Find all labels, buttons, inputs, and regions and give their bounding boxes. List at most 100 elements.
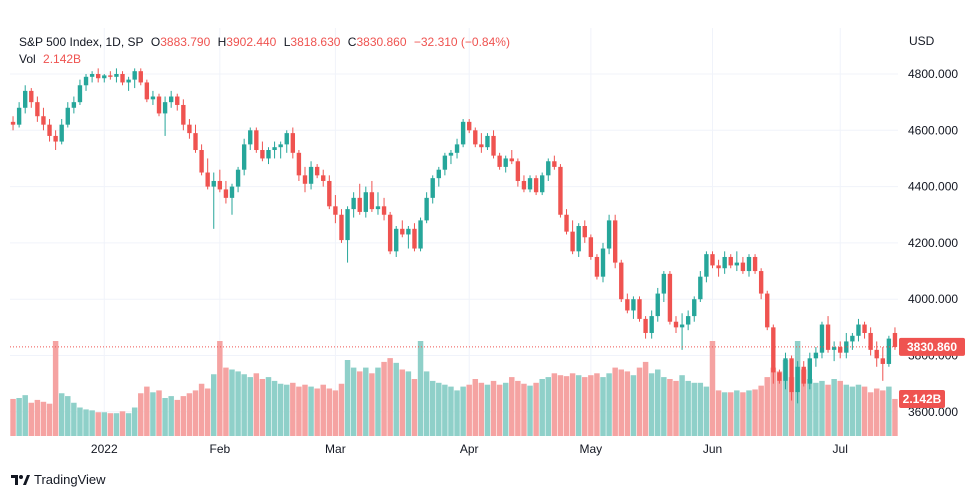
candle-body [35,102,40,117]
candle-body [467,121,472,131]
candle-body [540,175,545,193]
candle-body [655,293,660,317]
candle-body [272,147,277,151]
x-axis[interactable]: 2022 Feb Mar Apr May Jun Jul [91,442,848,456]
volume-bar [22,395,28,436]
volume-bar [314,388,320,436]
volume-bar [95,412,101,436]
volume-label: Vol [19,52,36,66]
y-tick-label: 4600.000 [908,123,958,137]
candle-body [199,150,204,173]
candle-body [625,299,630,311]
low-label: L [283,35,291,49]
candle-body [235,169,241,187]
candle-body [448,152,454,156]
volume-bar [119,411,126,436]
volume-bar [338,383,345,436]
candle-body [704,254,709,277]
volume-bar [454,390,460,436]
candle-body [412,228,417,249]
candle-body [746,256,752,272]
volume-bar [831,379,837,436]
candle-body [156,96,162,114]
candle-body [454,144,460,153]
volume-bar [496,384,503,436]
branding-text: TradingView [34,472,106,487]
candle-body [345,209,350,241]
volume-bar [290,382,296,436]
volume-bar [363,367,369,436]
volume-bar [448,386,454,436]
volume-bar [150,392,156,436]
x-tick-label: 2022 [91,442,118,456]
candle-body [351,197,356,210]
candle-body [175,96,180,105]
volume-bar [673,380,679,436]
volume-bar [113,413,120,436]
x-tick-label: Mar [325,442,346,456]
volume-bar [162,398,168,436]
candle-body [491,135,496,156]
candle-body [327,180,332,207]
candle-body [497,155,502,167]
volume-bar [734,390,740,436]
volume-bar [861,386,868,436]
candle-body [114,74,119,77]
candle-body [10,121,16,125]
candle-body [606,220,612,249]
high-value: 3902.440 [226,35,277,49]
volume-bar [618,369,624,436]
candle-body [801,366,806,384]
volume-bar [788,377,795,436]
tradingview-logo-icon [10,473,30,487]
volume-bar [241,374,247,436]
last-price-label: 3830.860 [907,340,957,354]
volume-bar [776,371,783,436]
volume-bar [867,392,874,436]
volume-bar [685,380,691,436]
volume-bar [515,380,521,436]
candle-body [381,206,387,215]
change-value: −32.310 (−0.84%) [413,35,510,49]
candle-body [856,324,861,336]
candle-body [752,256,758,272]
volume-bar [393,362,399,436]
x-tick-label: Apr [460,442,479,456]
volume-bar [429,380,436,436]
tradingview-branding[interactable]: TradingView [10,472,106,487]
candle-body [400,228,405,235]
volume-bar [125,413,132,436]
volume-bar [350,367,357,436]
chart-legend: S&P 500 Index, 1D, SP O3883.790 H3902.44… [19,34,510,68]
candle-body [387,214,393,252]
candle-body [290,133,296,153]
candle-body [758,271,764,294]
symbol-label[interactable]: S&P 500 Index, 1D, SP [19,35,144,49]
volume-bar [131,407,138,436]
y-tick-label: 4400.000 [908,180,958,194]
candle-body [59,124,64,142]
volume-bar [144,386,150,436]
volume-bar [326,388,333,436]
currency-label[interactable]: USD [909,34,935,48]
y-tick-label: 3600.000 [908,405,958,419]
candle-body [424,197,429,221]
candle-body [594,256,600,277]
y-tick-label: 4000.000 [908,292,958,306]
candle-body [740,262,746,272]
volume-bar [198,383,205,436]
volume-bar [521,383,527,436]
open-label: O [150,35,161,49]
volume-bar [308,386,314,436]
grid-lines [10,28,898,436]
x-tick-label: Jun [703,442,722,456]
candle-body [363,192,368,212]
y-axis[interactable]: 4800.000 4600.000 4400.000 4200.000 4000.000… [908,67,958,419]
candle-body [692,299,697,317]
volume-bar [545,377,552,436]
candle-body [150,96,156,100]
volume-bar [405,371,412,436]
volume-bar [77,407,83,436]
candle-body [783,358,788,381]
